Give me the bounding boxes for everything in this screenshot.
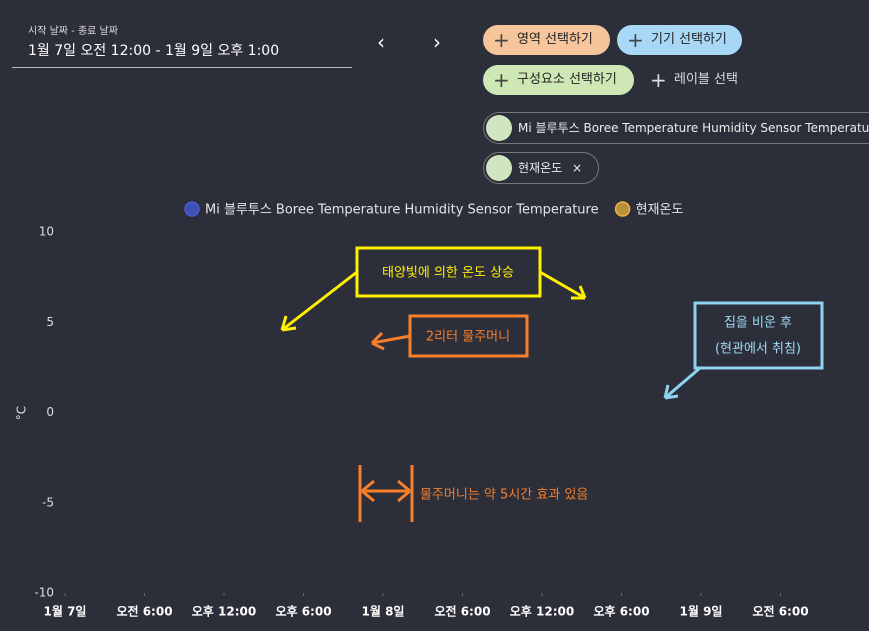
- date-label: 시작 날짜 - 종료 날짜: [28, 26, 118, 37]
- annotation-box: [693, 301, 824, 370]
- y-tick-label: 10: [39, 225, 54, 239]
- y-axis-label: °C: [15, 406, 29, 420]
- x-tick-label: 1월 8일: [362, 604, 405, 619]
- y-tick-label: -10: [34, 586, 54, 600]
- filter-chip[interactable]: + 영역 선택하기: [483, 25, 610, 55]
- annotation-arrow: [370, 331, 411, 351]
- date-range[interactable]: 1월 7일 오전 12:00 - 1월 9일 오후 1:00: [28, 43, 280, 59]
- legend: Mi 블루투스 Boree Temperature Humidity Senso…: [184, 201, 684, 218]
- entity-label: Mi 블루투스 Boree Temperature Humidity Senso…: [518, 121, 869, 135]
- chip-label: 레이블 선택: [674, 72, 738, 87]
- x-tick-label: 오후 12:00: [510, 604, 574, 619]
- chip-label: 영역 선택하기: [517, 32, 593, 47]
- legend-swatch: [614, 201, 631, 217]
- underline: [12, 67, 352, 68]
- annotation-text: 물주머니는 약 5시간 효과 있음: [420, 488, 588, 503]
- next-button[interactable]: ›: [433, 30, 441, 54]
- y-tick-label: 5: [46, 315, 54, 329]
- annotation-arrow: [280, 270, 587, 332]
- annotation-text: 집을 비운 후: [724, 316, 792, 331]
- annotations: [280, 246, 824, 522]
- annotation-arrow: [663, 366, 701, 400]
- filter-chip[interactable]: + 기기 선택하기: [617, 25, 742, 55]
- annotation-arrow: [358, 465, 414, 522]
- prev-button[interactable]: ‹: [377, 30, 385, 54]
- annotation-text: 2리터 물주머니: [426, 330, 510, 345]
- x-tick-label: 오전 6:00: [752, 604, 808, 619]
- chip-label: 기기 선택하기: [651, 32, 727, 47]
- legend-swatch: [184, 201, 200, 217]
- entity-chip[interactable]: 현재온도 ×: [483, 152, 599, 184]
- y-tick-label: -5: [42, 495, 54, 509]
- remove-button[interactable]: ×: [572, 161, 583, 175]
- filter-chip[interactable]: + 레이블 선택: [650, 68, 738, 92]
- x-tick-label: 오전 6:00: [116, 604, 172, 619]
- filter-chip[interactable]: + 구성요소 선택하기: [483, 65, 634, 95]
- x-tick-label: 오후 6:00: [593, 604, 649, 619]
- annotation-text: 태양빛에 의한 온도 상승: [382, 266, 514, 281]
- chip-label: 구성요소 선택하기: [517, 72, 617, 87]
- entity-label: 현재온도: [518, 161, 563, 175]
- legend-label: 현재온도: [636, 203, 684, 218]
- annotation-text: (현관에서 취침): [715, 342, 801, 357]
- x-tick-label: 1월 9일: [680, 604, 723, 619]
- entity-chip[interactable]: Mi 블루투스 Boree Temperature Humidity Senso…: [483, 112, 869, 144]
- x-tick-label: 1월 7일: [44, 604, 87, 619]
- y-tick-label: 0: [46, 405, 54, 419]
- x-tick-label: 오후 6:00: [275, 604, 331, 619]
- x-tick-label: 오후 12:00: [192, 604, 256, 619]
- legend-label: Mi 블루투스 Boree Temperature Humidity Senso…: [205, 203, 599, 218]
- x-tick-label: 오전 6:00: [434, 604, 490, 619]
